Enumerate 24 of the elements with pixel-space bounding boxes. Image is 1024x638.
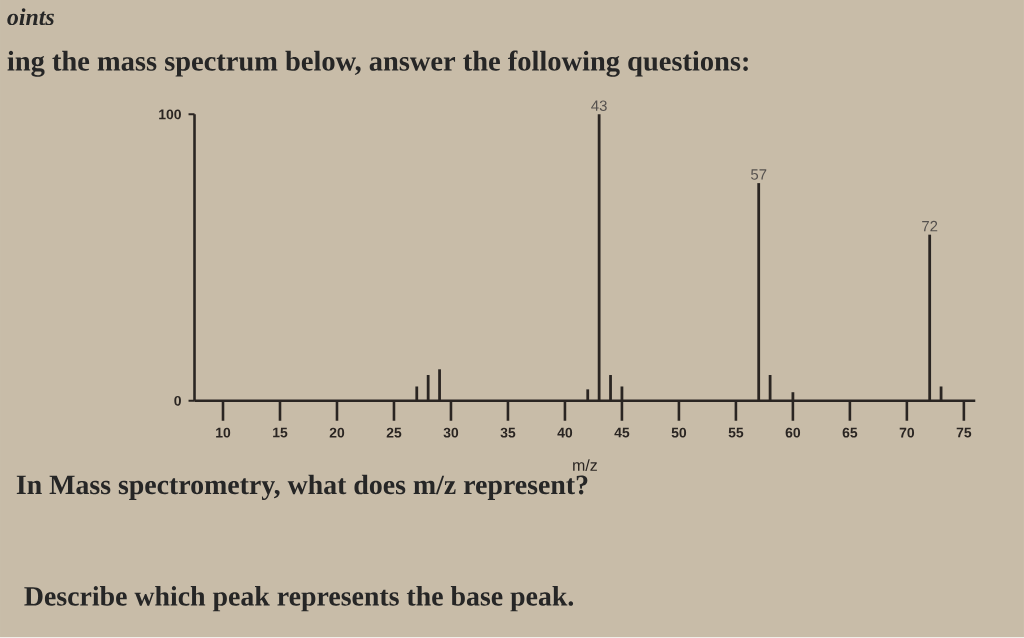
x-axis-title: m/z	[573, 459, 597, 472]
y-tick-label: 0	[174, 396, 181, 406]
chart-title: oints	[7, 8, 54, 26]
x-tick-label: 25	[386, 427, 402, 438]
x-tick-label: 10	[216, 427, 231, 438]
x-tick-label: 50	[671, 427, 687, 438]
text: In Mass spectrometry, what does m/z represent?	[16, 474, 588, 501]
y-tick-label: 100	[159, 109, 181, 120]
x-tick-label: 20	[329, 427, 345, 438]
x-tick-label: 15	[273, 427, 288, 438]
annotation: 72	[922, 221, 938, 232]
x-tick-label: 70	[899, 427, 915, 438]
annotation: 43	[591, 100, 607, 112]
chart-subtitle: ing the mass spectrum below, answer the following questions:	[7, 50, 748, 78]
x-tick-label: 35	[500, 427, 516, 438]
x-tick-label: 55	[728, 427, 744, 438]
x-tick-label: 75	[956, 427, 972, 438]
x-tick-label: 45	[614, 427, 630, 438]
x-tick-label: 60	[785, 427, 801, 438]
x-tick-label: 40	[557, 427, 573, 438]
x-tick-label: 65	[842, 427, 858, 438]
annotation: 57	[751, 169, 767, 180]
x-tick-label: 30	[443, 427, 459, 438]
text: Describe which peak represents the base peak.	[24, 586, 574, 612]
